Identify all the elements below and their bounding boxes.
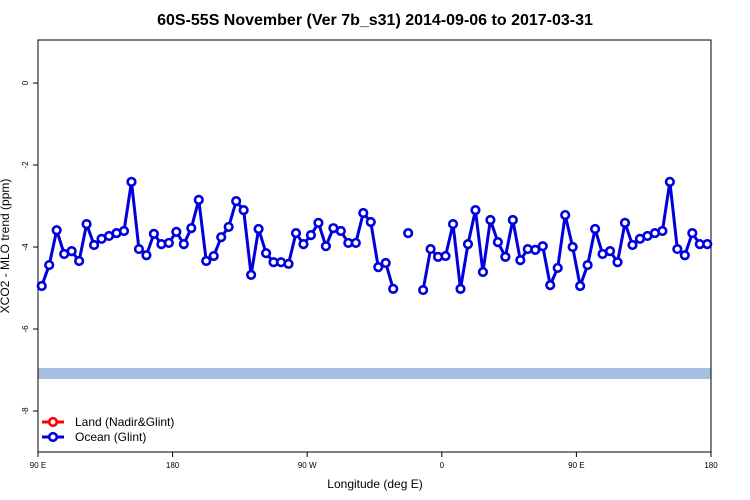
data-point	[545, 280, 556, 291]
data-point	[485, 214, 496, 226]
data-point	[380, 257, 391, 269]
data-point	[373, 262, 384, 273]
data-point	[231, 196, 242, 207]
data-point	[238, 205, 249, 216]
data-point	[507, 214, 518, 226]
data-point	[66, 246, 77, 257]
legend-label: Land (Nadir&Glint)	[75, 415, 174, 429]
data-point	[305, 230, 317, 241]
data-point	[702, 239, 713, 250]
x-tick-label: 90 E	[30, 461, 46, 470]
data-point	[455, 283, 466, 294]
data-point	[186, 223, 197, 234]
data-point	[223, 221, 234, 233]
y-tick-label: -4	[21, 243, 30, 251]
y-tick-label: -8	[21, 407, 30, 415]
data-point	[589, 223, 601, 235]
data-point	[365, 216, 376, 228]
data-point	[470, 205, 481, 216]
x-tick-label: 180	[704, 461, 718, 470]
data-point	[163, 237, 174, 249]
data-point	[290, 227, 302, 239]
data-point	[537, 241, 548, 252]
data-point	[582, 259, 593, 271]
data-point	[260, 248, 272, 259]
data-point	[679, 250, 690, 261]
data-point	[246, 269, 257, 281]
data-point	[133, 243, 145, 255]
data-point	[477, 266, 489, 278]
y-tick-label: 0	[21, 80, 30, 85]
chart-title: 60S-55S November (Ver 7b_s31) 2014-09-06…	[157, 12, 593, 29]
data-point	[126, 176, 137, 187]
legend-marker	[47, 431, 59, 443]
legend-marker	[47, 416, 59, 428]
data-point	[148, 228, 160, 240]
data-point	[216, 232, 227, 243]
data-point	[664, 176, 675, 187]
data-point	[515, 255, 526, 266]
data-point	[612, 257, 623, 268]
data-point	[44, 259, 55, 271]
data-point	[253, 223, 264, 235]
y-tick-label: -2	[21, 161, 30, 169]
legend-label: Ocean (Glint)	[75, 430, 146, 444]
data-point	[657, 225, 668, 237]
x-tick-label: 0	[440, 461, 445, 470]
data-point	[418, 284, 429, 296]
x-axis-label: Longitude (deg E)	[327, 477, 422, 491]
data-point	[193, 194, 204, 205]
data-point	[335, 225, 346, 237]
data-point	[283, 258, 294, 269]
data-point	[440, 250, 451, 262]
data-point	[74, 255, 85, 267]
data-point	[36, 280, 47, 292]
data-point	[350, 237, 361, 249]
data-point	[627, 239, 638, 251]
data-point	[492, 237, 503, 248]
data-point	[575, 280, 586, 292]
data-point	[298, 239, 309, 250]
data-point	[530, 244, 541, 255]
data-point	[552, 262, 563, 274]
data-point	[388, 283, 399, 294]
data-point	[604, 246, 616, 257]
data-point	[358, 207, 369, 219]
data-point	[88, 239, 100, 251]
data-point	[500, 251, 511, 262]
data-point	[687, 227, 698, 239]
y-axis-label: XCO2 - MLO trend (ppm)	[0, 179, 12, 314]
x-tick-label: 90 W	[298, 461, 317, 470]
y-tick-label: -6	[21, 325, 30, 333]
data-point	[560, 209, 571, 221]
data-point	[141, 250, 152, 261]
band	[38, 367, 711, 380]
data-point	[567, 241, 578, 253]
data-point	[672, 243, 683, 255]
data-point	[201, 255, 212, 267]
data-point	[320, 241, 331, 252]
x-tick-label: 90 E	[568, 461, 584, 470]
data-point	[81, 218, 92, 230]
data-point	[425, 243, 436, 255]
data-point	[462, 239, 474, 250]
data-point	[403, 227, 414, 239]
data-point	[118, 225, 130, 237]
data-point	[51, 225, 62, 236]
x-tick-label: 180	[166, 461, 180, 470]
data-point	[171, 226, 182, 237]
data-point	[313, 217, 324, 228]
data-point	[208, 250, 219, 262]
data-point	[178, 239, 189, 250]
data-point	[447, 218, 459, 230]
data-point	[619, 217, 631, 228]
